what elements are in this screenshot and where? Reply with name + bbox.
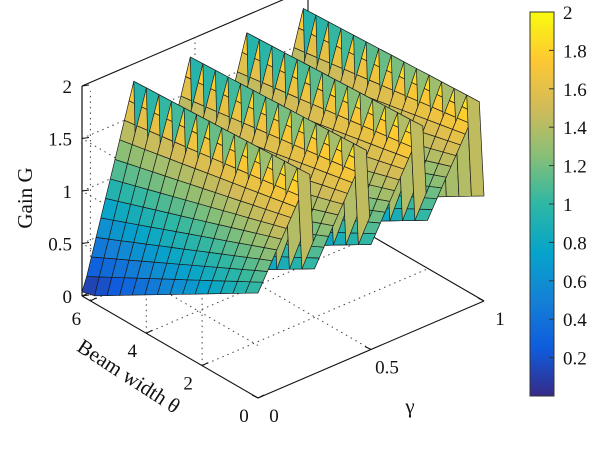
grid-line [81,243,259,346]
grid-line [146,235,373,334]
y-tick-label: 2 [183,374,193,395]
y-tick-label: 4 [128,341,138,362]
grid-line [201,268,429,367]
z-tick [81,189,90,192]
x-tick [477,297,485,302]
grid-line [194,247,372,350]
z-tick-label: 1 [63,182,73,203]
x-tick [251,394,259,399]
frame-edge [81,295,259,399]
z-tick [81,136,90,140]
colorbar: 0.2 0.4 0.6 0.8 1 1.2 1.4 1.6 1.8 2 [529,3,587,397]
z-tick [81,294,90,297]
colorbar-tick-label: 0.8 [563,233,587,254]
y-tick-label: 6 [72,309,82,330]
colorbar-tick-label: 2 [563,3,573,24]
y-tick-label: 0 [239,406,249,427]
z-tick-label: 1.5 [48,130,72,151]
z-axis-label: Gain G [13,167,37,228]
surface-patch [466,94,485,197]
colorbar-tick-label: 1.2 [563,157,587,178]
colorbar-tick-label: 0.6 [563,272,587,293]
z-tick-label: 0 [63,287,73,308]
colorbar-tick-label: 1 [563,195,573,216]
colorbar-tick-label: 1.4 [563,118,587,139]
colorbar-tick-label: 1.8 [563,41,587,62]
y-tick [146,329,153,334]
z-tick-label: 0.5 [48,235,72,256]
colorbar-tick-label: 0.4 [563,310,587,331]
x-tick-label: 1 [495,309,505,330]
colorbar-tick-label: 0.2 [563,349,587,370]
y-tick [201,362,209,367]
y-tick [90,297,97,302]
z-tick-label: 2 [63,77,73,98]
z-tick [81,84,90,87]
colorbar-tick-label: 1.6 [563,80,587,101]
surface-mesh [81,8,485,297]
x-axis-label: γ [404,394,414,418]
z-tick [81,241,90,245]
y-tick [257,394,265,399]
x-tick-label: 0.5 [375,358,399,379]
x-tick [364,346,372,350]
x-tick-label: 0 [269,406,279,427]
